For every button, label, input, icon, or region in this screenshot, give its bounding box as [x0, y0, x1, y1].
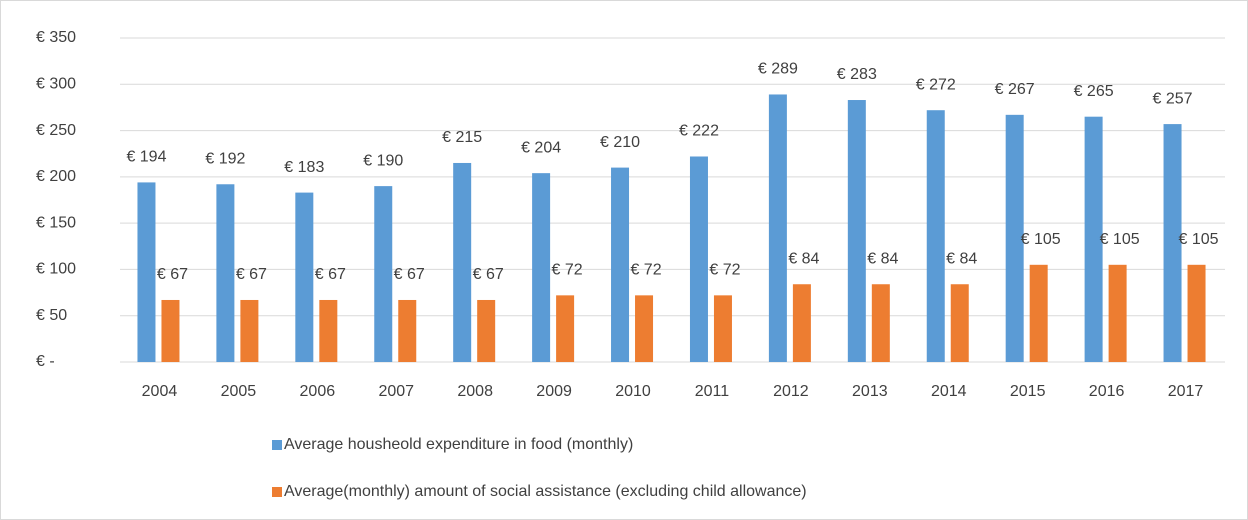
- bar: [871, 284, 890, 362]
- y-tick-label: € 250: [36, 122, 76, 139]
- x-tick-label: 2016: [1089, 383, 1125, 400]
- y-tick-label: € 200: [36, 168, 76, 185]
- bar: [792, 284, 811, 362]
- bar: [635, 295, 654, 362]
- bar: [295, 192, 314, 362]
- value-label: € 105: [1179, 231, 1219, 248]
- bar: [556, 295, 575, 362]
- x-tick-label: 2006: [300, 383, 336, 400]
- value-label: € 194: [126, 149, 166, 166]
- value-label: € 192: [205, 150, 245, 167]
- x-tick-label: 2004: [142, 383, 178, 400]
- value-label: € 84: [788, 250, 819, 267]
- y-tick-label: € 100: [36, 261, 76, 278]
- x-tick-label: 2008: [457, 383, 493, 400]
- bar: [1187, 264, 1206, 362]
- value-label: € 67: [157, 266, 188, 283]
- bar: [713, 295, 732, 362]
- bar: [161, 299, 180, 362]
- y-tick-label: € 300: [36, 76, 76, 93]
- legend-label: Average housheold expenditure in food (m…: [284, 436, 633, 453]
- bar: [1163, 124, 1182, 362]
- bar: [950, 284, 969, 362]
- bar: [374, 186, 393, 362]
- bar: [240, 299, 259, 362]
- x-tick-label: 2012: [773, 383, 809, 400]
- value-label: € 222: [679, 123, 719, 140]
- bar: [926, 110, 945, 362]
- value-label: € 72: [709, 262, 740, 279]
- x-tick-label: 2011: [695, 383, 730, 400]
- value-label: € 283: [837, 66, 877, 83]
- value-label: € 272: [916, 76, 956, 93]
- bar: [847, 100, 866, 362]
- value-label: € 265: [1074, 83, 1114, 100]
- bar: [453, 162, 472, 362]
- value-label: € 183: [284, 159, 324, 176]
- x-tick-label: 2015: [1010, 383, 1046, 400]
- value-label: € 67: [473, 266, 504, 283]
- x-tick-label: 2007: [378, 383, 414, 400]
- bar: [477, 299, 496, 362]
- legend-swatch: [272, 487, 282, 497]
- value-label: € 67: [315, 266, 346, 283]
- value-label: € 257: [1153, 90, 1193, 107]
- x-tick-label: 2005: [221, 383, 257, 400]
- x-tick-label: 2014: [931, 383, 967, 400]
- value-label: € 267: [995, 81, 1035, 98]
- value-label: € 105: [1021, 231, 1061, 248]
- bar: [1029, 264, 1048, 362]
- x-tick-label: 2010: [615, 383, 651, 400]
- x-tick-label: 2017: [1168, 383, 1204, 400]
- bar: [532, 173, 551, 362]
- bar: [768, 94, 787, 363]
- y-tick-label: € 150: [36, 214, 76, 231]
- value-label: € 72: [552, 262, 583, 279]
- value-label: € 67: [394, 266, 425, 283]
- value-label: € 215: [442, 129, 482, 146]
- value-label: € 210: [600, 134, 640, 151]
- bar: [1005, 114, 1024, 362]
- bar: [319, 299, 338, 362]
- y-tick-label: € 50: [36, 307, 67, 324]
- bar: [611, 167, 630, 362]
- legend-label: Average(monthly) amount of social assist…: [284, 483, 807, 500]
- value-label: € 72: [630, 262, 661, 279]
- bar: [398, 299, 417, 362]
- y-tick-label: € 350: [36, 29, 76, 46]
- legend-swatch: [272, 440, 282, 450]
- value-label: € 289: [758, 61, 798, 78]
- bar: [689, 156, 708, 362]
- value-label: € 84: [867, 250, 898, 267]
- value-label: € 67: [236, 266, 267, 283]
- y-tick-label: € -: [36, 353, 55, 370]
- bar: [1108, 264, 1127, 362]
- x-tick-label: 2013: [852, 383, 888, 400]
- bar: [137, 182, 156, 362]
- x-tick-label: 2009: [536, 383, 572, 400]
- value-label: € 190: [363, 152, 403, 169]
- value-label: € 204: [521, 139, 561, 156]
- value-label: € 105: [1100, 231, 1140, 248]
- bar: [216, 184, 235, 362]
- value-label: € 84: [946, 250, 977, 267]
- bar: [1084, 116, 1103, 362]
